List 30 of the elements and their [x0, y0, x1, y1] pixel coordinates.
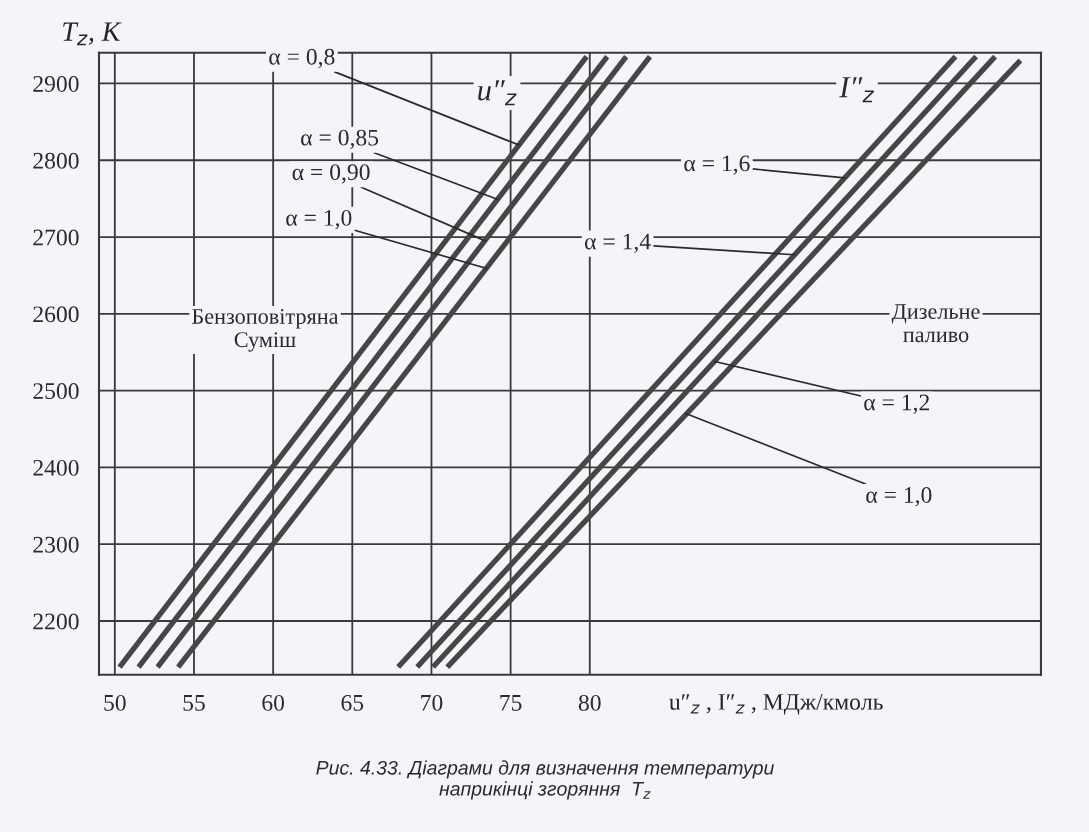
x-tick-label: 65	[341, 694, 364, 711]
annotation: α = 1,6	[684, 155, 750, 175]
y-tick-label: 2900	[33, 75, 79, 92]
y-tick-label: 2600	[33, 306, 79, 323]
y-tick-label: 2200	[33, 613, 79, 630]
y-axis-title: T$_{z}$, K	[63, 22, 122, 46]
y-tick-label: 2300	[33, 536, 79, 553]
annotation: α = 1,2	[864, 394, 929, 414]
x-tick-label: 50	[104, 694, 126, 711]
annotation: α = 0,85	[301, 129, 379, 149]
y-tick-label: 2500	[33, 383, 79, 400]
annotation: α = 0,90	[292, 164, 370, 184]
annotation: α = 1,4	[585, 233, 651, 253]
y-tick-label: 2800	[33, 152, 79, 169]
x-axis-title: u″$_{z}$ , I″$_{z}$ , МДж/кмоль	[669, 694, 883, 715]
y-tick-label: 2400	[33, 459, 79, 476]
text: Рис. 4.33. Діаграми для визначення температури наприкінці згоряння T$_{z}$	[316, 760, 774, 800]
x-tick-label: 75	[500, 695, 522, 711]
y-tick-label: 2700	[33, 229, 79, 246]
annotation: α = 0,8	[269, 48, 335, 69]
annotation: α = 1,0	[866, 486, 932, 507]
annotation: I″$_{z}$	[839, 77, 875, 103]
annotation: u″$_{z}$	[478, 80, 517, 106]
x-tick-label: 70	[421, 694, 443, 711]
x-tick-label: 60	[262, 694, 285, 711]
x-tick-label: 80	[578, 694, 601, 711]
x-tick-label: 55	[183, 695, 205, 711]
annotation: Бензоповітряна Суміш	[192, 308, 339, 352]
annotation: Дизельне паливо	[891, 304, 980, 343]
annotation: α = 1,0	[286, 209, 352, 230]
